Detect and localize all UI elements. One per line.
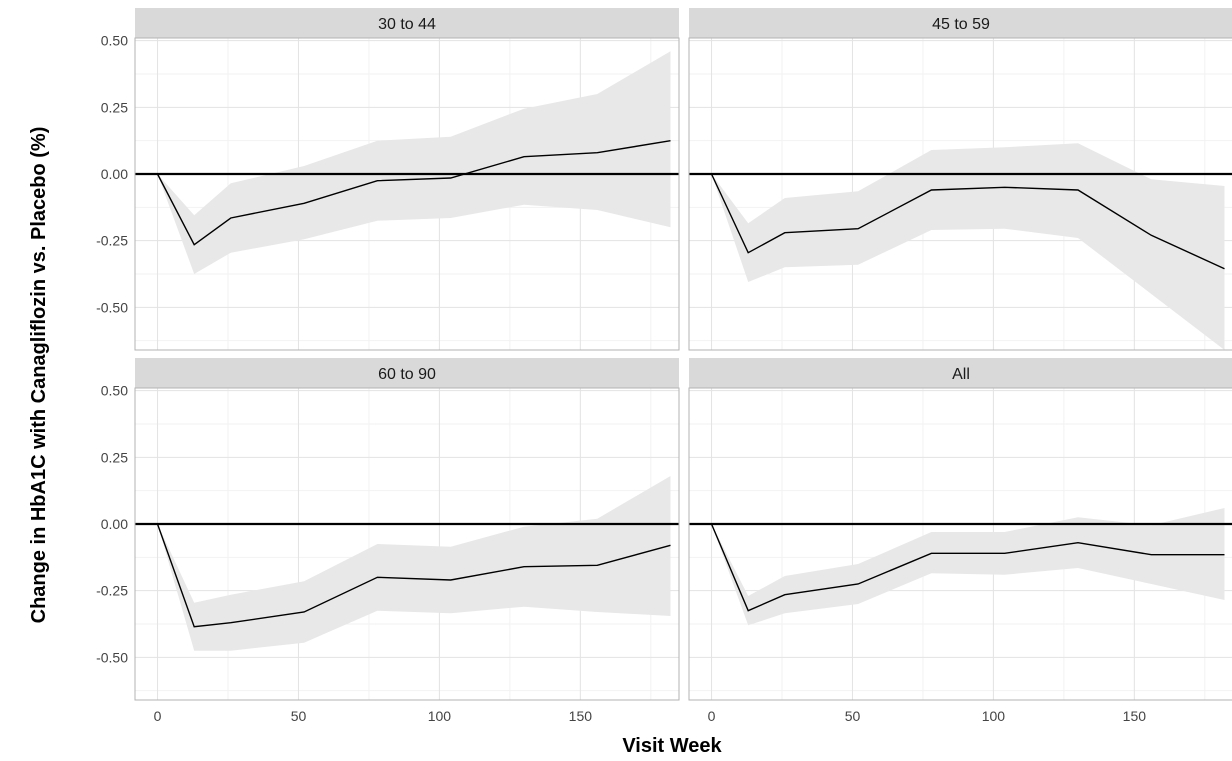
estimate-line — [156, 140, 671, 246]
y-tick-label: -0.50 — [96, 649, 128, 665]
estimate-line — [710, 173, 1225, 270]
panel: 45 to 59 — [688, 8, 1232, 351]
facet-strip — [689, 8, 1232, 38]
y-tick-label: -0.25 — [96, 233, 128, 249]
facet-strip-label: 30 to 44 — [378, 16, 436, 33]
x-tick-label: 150 — [1123, 708, 1147, 724]
facet-strip — [135, 358, 679, 388]
facet-strip — [689, 358, 1232, 388]
confidence-band — [157, 476, 671, 651]
y-axis-title: Change in HbA1C with Canagliflozin vs. P… — [28, 127, 50, 624]
y-tick-label: 0.50 — [101, 383, 128, 399]
panel: 30 to 44 — [134, 8, 680, 351]
x-tick-label: 50 — [291, 708, 307, 724]
x-tick-label: 150 — [569, 708, 593, 724]
facet-strip-label: 45 to 59 — [932, 16, 990, 33]
y-tick-label: 0.00 — [101, 166, 128, 182]
y-tick-label: 0.00 — [101, 516, 128, 532]
x-tick-label: 100 — [982, 708, 1006, 724]
facet-strip-label: 60 to 90 — [378, 366, 436, 383]
confidence-band — [711, 508, 1225, 626]
confidence-band — [157, 51, 671, 274]
x-tick-label: 0 — [154, 708, 162, 724]
panels-layer: 30 to 44 45 to 59 60 to 90 All — [134, 8, 1232, 701]
confidence-band — [711, 143, 1225, 350]
x-tick-labels: 0 50 100 150 0 50 100 150 — [154, 708, 1147, 724]
panel: 60 to 90 — [134, 358, 680, 701]
panel-border — [134, 387, 680, 701]
y-tick-label: 0.25 — [101, 99, 128, 115]
x-tick-label: 50 — [845, 708, 861, 724]
panel-border — [688, 37, 1232, 351]
y-tick-label: 0.50 — [101, 33, 128, 49]
y-tick-label: -0.50 — [96, 299, 128, 315]
y-tick-label: -0.25 — [96, 583, 128, 599]
facet-strip — [135, 8, 679, 38]
y-tick-labels: 0.50 0.25 0.00 -0.25 -0.50 0.50 0.25 0.00 -0.25 -… — [96, 33, 128, 666]
panel: All — [688, 358, 1232, 701]
estimate-line — [156, 523, 671, 628]
x-tick-label: 100 — [428, 708, 452, 724]
estimate-line — [710, 523, 1225, 612]
facet-strip-label: All — [952, 366, 970, 383]
panel-border — [688, 387, 1232, 701]
panel-border — [134, 37, 680, 351]
y-tick-label: 0.25 — [101, 449, 128, 465]
x-tick-label: 0 — [708, 708, 716, 724]
x-axis-title: Visit Week — [622, 735, 722, 757]
